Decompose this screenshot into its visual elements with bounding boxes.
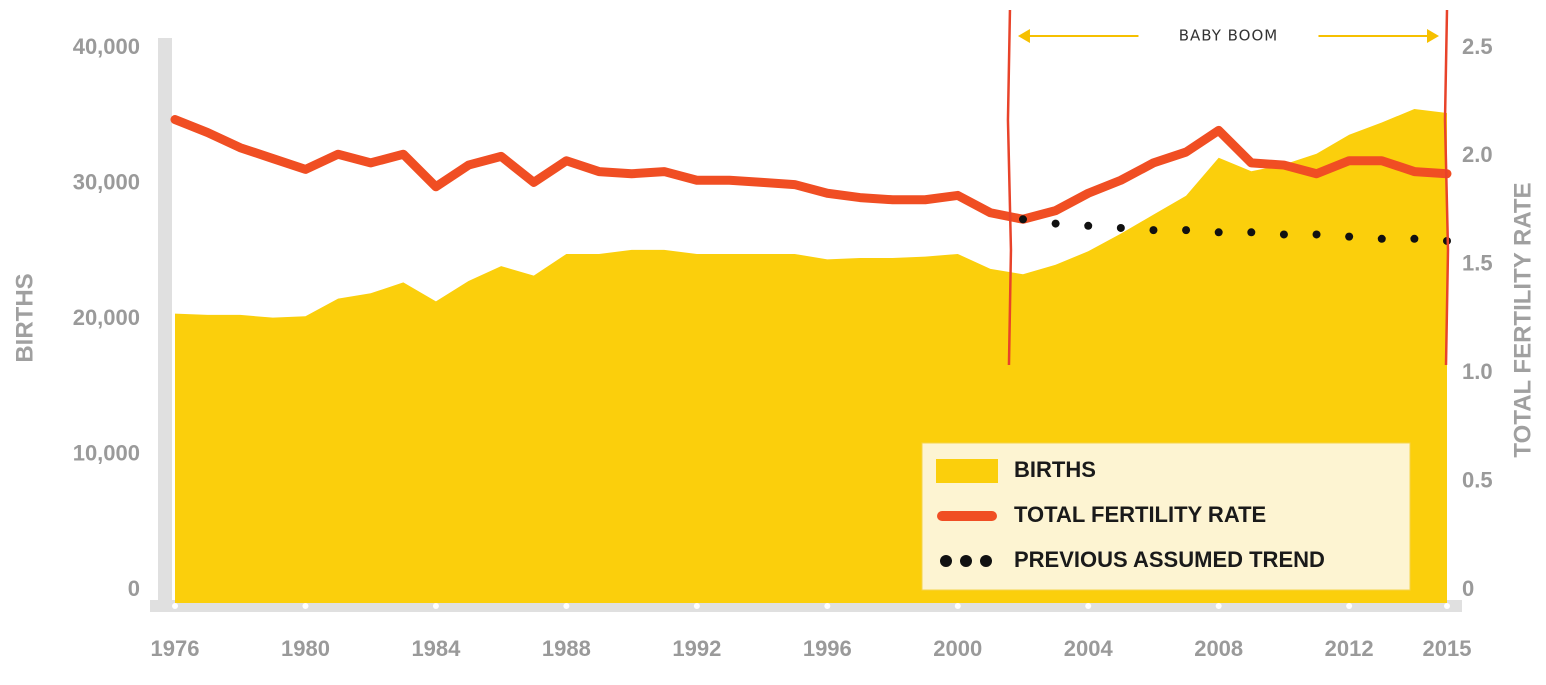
trend-dot: [1345, 232, 1354, 241]
trend-dot: [1116, 223, 1125, 232]
x-tick-label: 2008: [1194, 636, 1243, 661]
x-tick-label: 1976: [151, 636, 200, 661]
y2-tick-label: 2.0: [1462, 142, 1493, 167]
y-tick-label: 10,000: [73, 440, 140, 465]
x-tick-label: 1996: [803, 636, 852, 661]
y-tick-label: 30,000: [73, 169, 140, 194]
legend-label: TOTAL FERTILITY RATE: [1014, 502, 1266, 527]
legend-swatch: [940, 555, 952, 567]
trend-dot: [1247, 228, 1256, 237]
y-tick-label: 20,000: [73, 305, 140, 330]
x-tick-label: 1980: [281, 636, 330, 661]
y-axis-title: BIRTHS: [11, 273, 38, 362]
trend-dot: [1312, 230, 1321, 239]
trend-dot: [1084, 221, 1093, 230]
x-tick-mark: [693, 603, 700, 609]
x-tick-mark: [954, 603, 961, 609]
x-tick-mark: [1085, 603, 1092, 609]
x-tick-label: 1984: [411, 636, 461, 661]
trend-dot: [1051, 219, 1060, 228]
x-tick-label: 1988: [542, 636, 591, 661]
x-tick-label: 2000: [933, 636, 982, 661]
x-tick-mark: [1215, 603, 1222, 609]
x-tick-label: 1992: [672, 636, 721, 661]
trend-dot: [1377, 234, 1386, 243]
x-tick-mark: [172, 603, 178, 609]
y2-axis-title: TOTAL FERTILITY RATE: [1509, 182, 1536, 457]
x-tick-label: 2015: [1423, 636, 1472, 661]
x-tick-label: 2012: [1325, 636, 1374, 661]
y2-tick-label: 1.5: [1462, 251, 1493, 276]
boom-boundary: [1443, 9, 1450, 366]
trend-dot: [1149, 226, 1158, 235]
x-tick-mark: [1346, 603, 1353, 609]
y2-tick-label: 0: [1462, 576, 1474, 601]
x-tick-label: 2004: [1064, 636, 1114, 661]
annotation-text: BABY BOOM: [1179, 27, 1279, 45]
x-tick-mark: [824, 603, 831, 609]
legend-box: [921, 442, 1411, 591]
trend-dot: [1410, 234, 1419, 243]
y-tick-label: 40,000: [73, 34, 140, 59]
x-tick-mark: [432, 603, 439, 609]
y2-tick-label: 1.0: [1462, 359, 1493, 384]
trend-dot: [1019, 215, 1027, 224]
legend-label: BIRTHS: [1014, 457, 1096, 482]
trend-dot: [1182, 226, 1191, 235]
legend-swatch: [936, 459, 998, 483]
x-tick-mark: [302, 603, 309, 609]
y2-tick-label: 2.5: [1462, 34, 1493, 59]
trend-dot: [1214, 228, 1223, 237]
boom-boundary: [1006, 9, 1013, 366]
fertility-line: [170, 115, 1452, 224]
trend-dot: [1279, 230, 1288, 239]
y-tick-label: 0: [128, 576, 140, 601]
legend-swatch: [960, 555, 972, 567]
x-tick-mark: [1444, 603, 1450, 609]
arrow-head: [1427, 29, 1439, 43]
legend-label: PREVIOUS ASSUMED TREND: [1014, 547, 1325, 572]
x-tick-mark: [563, 603, 570, 609]
y2-tick-label: 0.5: [1462, 467, 1493, 492]
arrow-head: [1017, 29, 1030, 43]
legend-swatch: [980, 555, 992, 567]
y-axis-bar: [158, 38, 172, 612]
